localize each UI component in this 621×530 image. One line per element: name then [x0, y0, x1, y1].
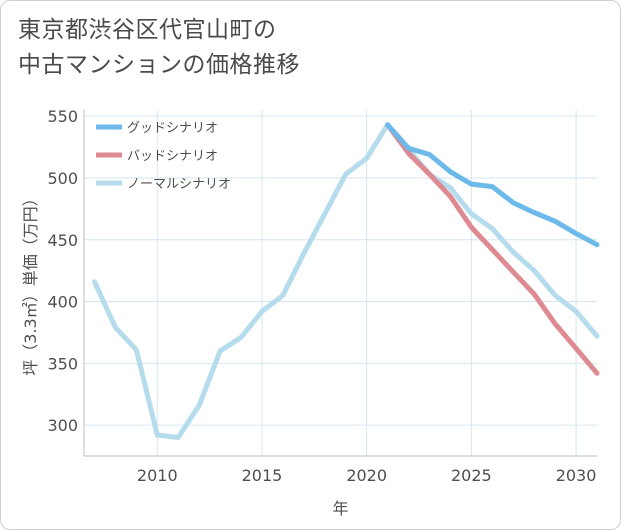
chart-title: 東京都渋谷区代官山町の 中古マンションの価格推移 [18, 13, 300, 83]
y-tick-label: 500 [47, 169, 78, 188]
legend-label: ノーマルシナリオ [127, 177, 231, 192]
y-tick-label: 350 [47, 354, 78, 373]
legend-label: バッドシナリオ [127, 149, 218, 164]
y-axis-label: 坪（3.3㎡）単価（万円） [21, 190, 40, 375]
tick-labels: 2010 2015 2020 2025 2030 300 350 400 450 500 550 [47, 107, 596, 485]
x-tick-label: 2030 [556, 466, 597, 485]
y-tick-label: 550 [47, 107, 78, 126]
series-line-2 [92, 122, 600, 440]
legend-label: グッドシナリオ [127, 121, 218, 136]
axes [83, 110, 597, 457]
y-tick-label: 300 [47, 416, 78, 435]
x-tick-label: 2020 [346, 466, 387, 485]
x-tick-label: 2015 [242, 466, 283, 485]
grid-lines [84, 110, 597, 456]
series-line-1 [385, 122, 600, 376]
x-tick-label: 2025 [451, 466, 492, 485]
chart-title-line2: 中古マンションの価格推移 [18, 52, 300, 78]
y-tick-label: 400 [47, 293, 78, 312]
y-tick-label: 450 [47, 231, 78, 250]
series-lines [92, 122, 600, 440]
x-axis-label: 年 [332, 499, 348, 518]
x-tick-label: 2010 [137, 466, 178, 485]
chart-title-line1: 東京都渋谷区代官山町の [18, 17, 277, 43]
series-line-0 [385, 122, 600, 248]
